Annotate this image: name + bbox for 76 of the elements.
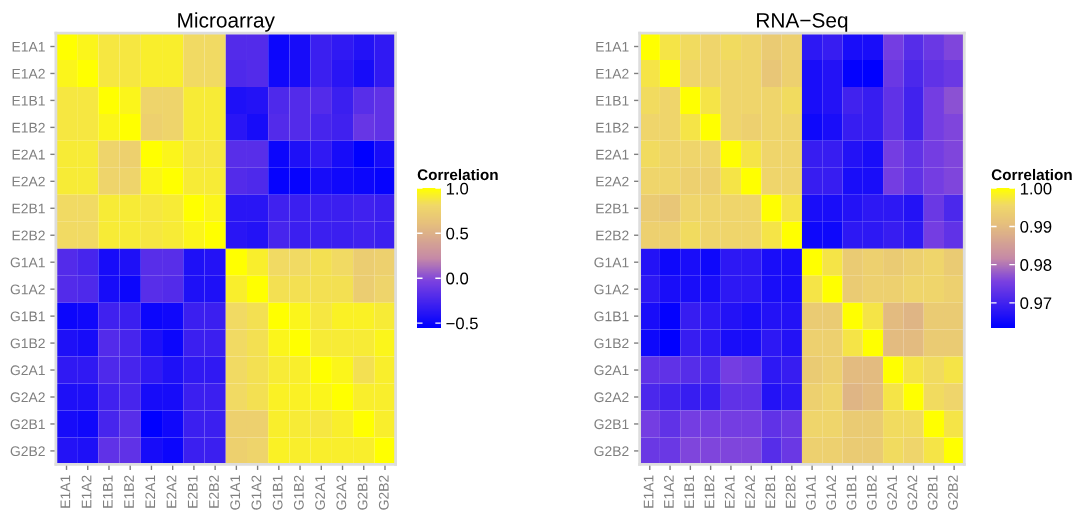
y-tick-label: E2B1 — [12, 203, 45, 214]
x-tick-label: E1B2 — [124, 475, 134, 508]
y-tick-label: G2A2 — [10, 392, 45, 403]
x-tick-label: E1B1 — [103, 475, 113, 508]
y-tick-label: E1B1 — [12, 95, 45, 106]
x-tick-label: G2A2 — [907, 475, 918, 510]
color-bar-label: 0.99 — [1020, 220, 1052, 233]
y-tick-label: G1A2 — [10, 284, 45, 295]
x-tick-label: E1A1 — [60, 475, 71, 508]
color-bar-label: 1.0 — [446, 182, 469, 195]
y-tick-label: E2B2 — [12, 230, 45, 241]
x-tick-label: G1A1 — [230, 475, 241, 510]
color-bar-title: Correlation — [417, 168, 498, 181]
x-tick-label: E1A2 — [663, 475, 674, 508]
color-bar-label: 0.0 — [446, 272, 469, 285]
y-tick-label: G1B1 — [10, 311, 45, 322]
y-tick-label: E2A2 — [12, 176, 45, 187]
x-tick-label: G1A2 — [826, 475, 837, 510]
x-tick-label: G2A2 — [336, 475, 347, 510]
y-tick-label: E2B1 — [596, 203, 629, 214]
x-tick-label: E2A1 — [145, 475, 156, 508]
x-tick-label: E2A1 — [724, 475, 735, 508]
y-tick-label: G1B1 — [594, 311, 629, 322]
color-bar-label: 0.98 — [1020, 259, 1052, 271]
y-tick-label: G2B1 — [594, 419, 629, 430]
x-tick-label: E1A2 — [81, 475, 92, 508]
y-tick-label: E1B2 — [12, 122, 45, 133]
x-tick-label: G2B1 — [357, 475, 368, 510]
x-tick-label: G2B2 — [378, 475, 389, 510]
color-bar-title: Correlation — [991, 168, 1072, 181]
y-tick-label: G1A2 — [594, 284, 629, 295]
x-tick-label: E2B2 — [785, 475, 796, 508]
y-tick-label: G1A1 — [10, 257, 45, 268]
y-tick-label: E1A2 — [12, 68, 45, 79]
x-tick-label: G1A2 — [251, 475, 262, 510]
y-tick-label: E2A1 — [596, 149, 629, 160]
y-tick-label: G1B2 — [594, 338, 629, 349]
y-tick-label: G2B1 — [10, 419, 45, 430]
x-tick-label: G1B2 — [866, 475, 877, 510]
x-tick-label: G1B2 — [293, 475, 304, 510]
color-bar-label: 0.97 — [1020, 297, 1052, 310]
y-tick-label: G2B2 — [10, 446, 45, 457]
y-tick-label: E2A2 — [596, 176, 629, 187]
y-tick-label: E1B2 — [596, 122, 629, 133]
color-bar-label: 0.5 — [446, 227, 469, 240]
x-tick-label: E2A2 — [745, 475, 755, 508]
x-tick-label: G1B1 — [846, 475, 857, 510]
x-tick-label: G2A1 — [315, 475, 326, 510]
x-tick-label: E2B2 — [209, 475, 219, 508]
y-tick-label: E1A1 — [12, 41, 45, 52]
x-tick-label: G2B1 — [927, 475, 938, 510]
x-tick-label: G2A1 — [887, 475, 897, 510]
color-bar-label: −0.5 — [446, 317, 478, 330]
y-tick-label: G2A1 — [10, 365, 45, 376]
y-tick-label: G2B2 — [594, 446, 629, 457]
y-tick-label: G1A1 — [594, 257, 629, 268]
x-tick-label: G1B1 — [272, 475, 283, 510]
x-tick-label: E1B1 — [684, 475, 694, 508]
y-tick-label: E2B2 — [596, 230, 629, 241]
y-tick-label: E1B1 — [596, 95, 629, 106]
x-tick-label: E2A2 — [166, 475, 177, 508]
x-tick-label: E1A1 — [643, 475, 654, 508]
x-tick-label: G2B2 — [948, 475, 958, 510]
x-tick-label: G1A1 — [805, 475, 816, 510]
y-tick-label: E2A1 — [12, 149, 45, 160]
y-tick-label: E1A2 — [596, 68, 629, 79]
x-tick-label: E1B2 — [704, 475, 715, 508]
chart-title: Microarray — [178, 12, 275, 32]
x-tick-label: E2B1 — [765, 475, 776, 508]
color-bar-label: 1.00 — [1020, 182, 1052, 195]
y-tick-label: E1A1 — [596, 41, 629, 52]
x-tick-label: E2B1 — [187, 475, 198, 508]
y-tick-label: G1B2 — [10, 338, 45, 349]
chart-title: RNA−Seq — [757, 12, 848, 32]
y-tick-label: G2A2 — [594, 392, 629, 403]
y-tick-label: G2A1 — [594, 365, 629, 376]
